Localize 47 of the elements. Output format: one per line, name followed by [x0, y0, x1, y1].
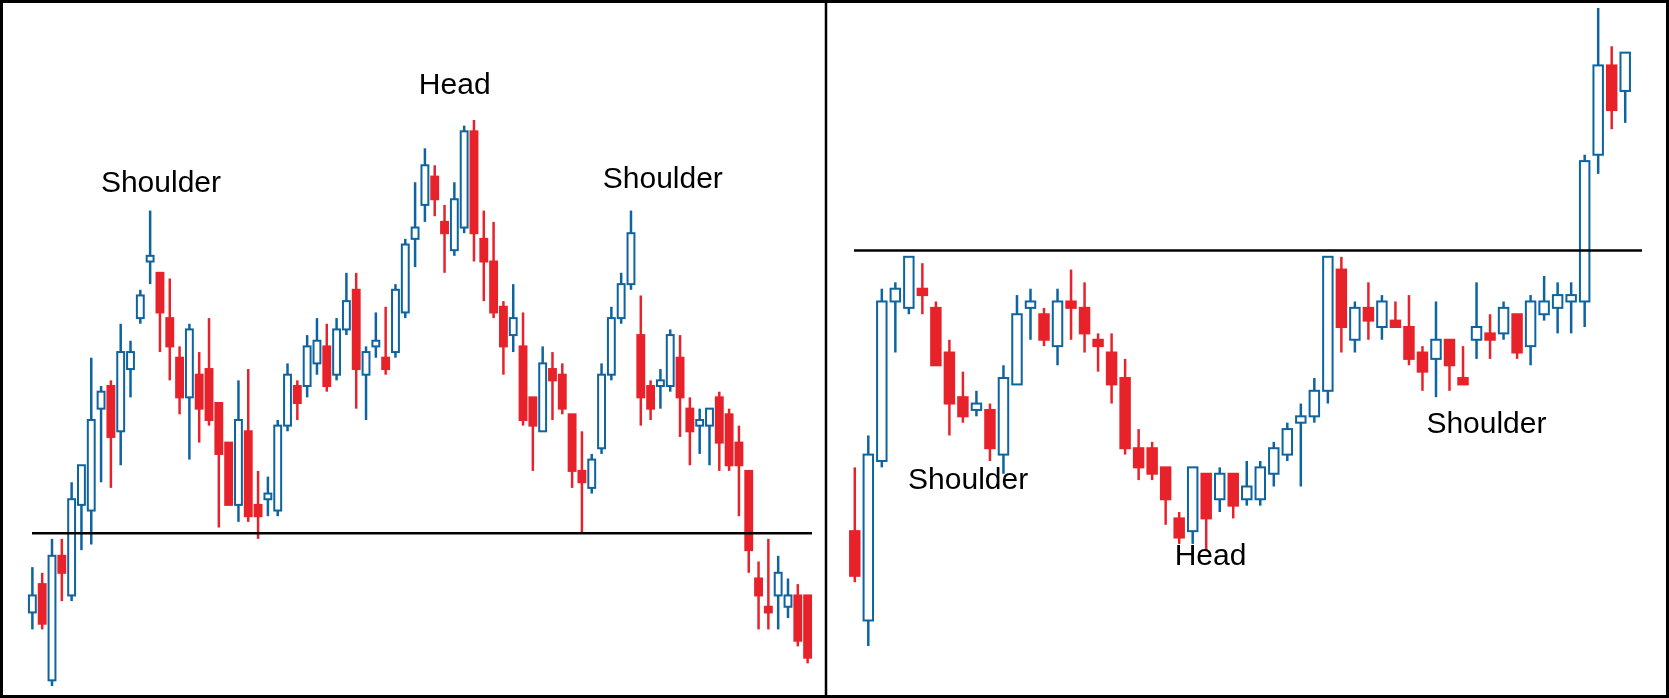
candlestick — [1551, 281, 1564, 335]
candlestick — [381, 305, 391, 376]
candlestick — [292, 379, 302, 422]
candlestick — [862, 434, 875, 648]
candlestick — [440, 203, 449, 275]
candlestick — [1470, 281, 1483, 361]
candlestick — [1065, 268, 1077, 342]
candlestick — [1308, 376, 1321, 424]
candlestick — [430, 164, 440, 218]
annotation: Shoulder — [908, 461, 1029, 495]
candlestick — [1430, 300, 1442, 399]
candlestick — [889, 281, 902, 354]
candlestick — [1213, 466, 1226, 514]
candlestick — [1484, 312, 1496, 361]
candlestick — [1051, 287, 1064, 367]
candlestick — [165, 277, 175, 382]
candlestick — [754, 560, 763, 631]
candlestick — [1105, 332, 1118, 405]
candlestick — [1497, 300, 1510, 342]
candlestick — [970, 389, 983, 418]
candlestick — [1281, 421, 1294, 463]
candlestick — [675, 333, 685, 439]
candlestick — [587, 452, 597, 495]
candlestick — [145, 209, 155, 286]
candlestick — [763, 537, 773, 631]
candlestick — [234, 379, 243, 524]
candlestick — [1132, 427, 1145, 482]
candlestick — [1362, 281, 1375, 342]
candlestick — [1592, 6, 1604, 176]
candlestick — [1024, 287, 1037, 342]
candlestick — [410, 181, 420, 269]
annotation: Head — [1174, 538, 1247, 572]
candlestick — [1254, 459, 1266, 507]
annotation: Shoulder — [100, 164, 222, 198]
candlestick — [943, 338, 956, 437]
candlestick — [1078, 281, 1091, 354]
annotation: Shoulder — [602, 161, 723, 195]
candlestick — [1578, 153, 1591, 329]
candlestick — [1524, 293, 1537, 367]
candlestick — [1416, 344, 1429, 393]
candlestick — [1605, 45, 1618, 131]
candlestick — [1335, 255, 1348, 354]
candlestick — [27, 565, 37, 631]
text: Head — [418, 67, 491, 101]
candlestick — [175, 345, 185, 416]
annotation: Shoulder — [1426, 405, 1547, 439]
candlestick — [916, 261, 929, 316]
